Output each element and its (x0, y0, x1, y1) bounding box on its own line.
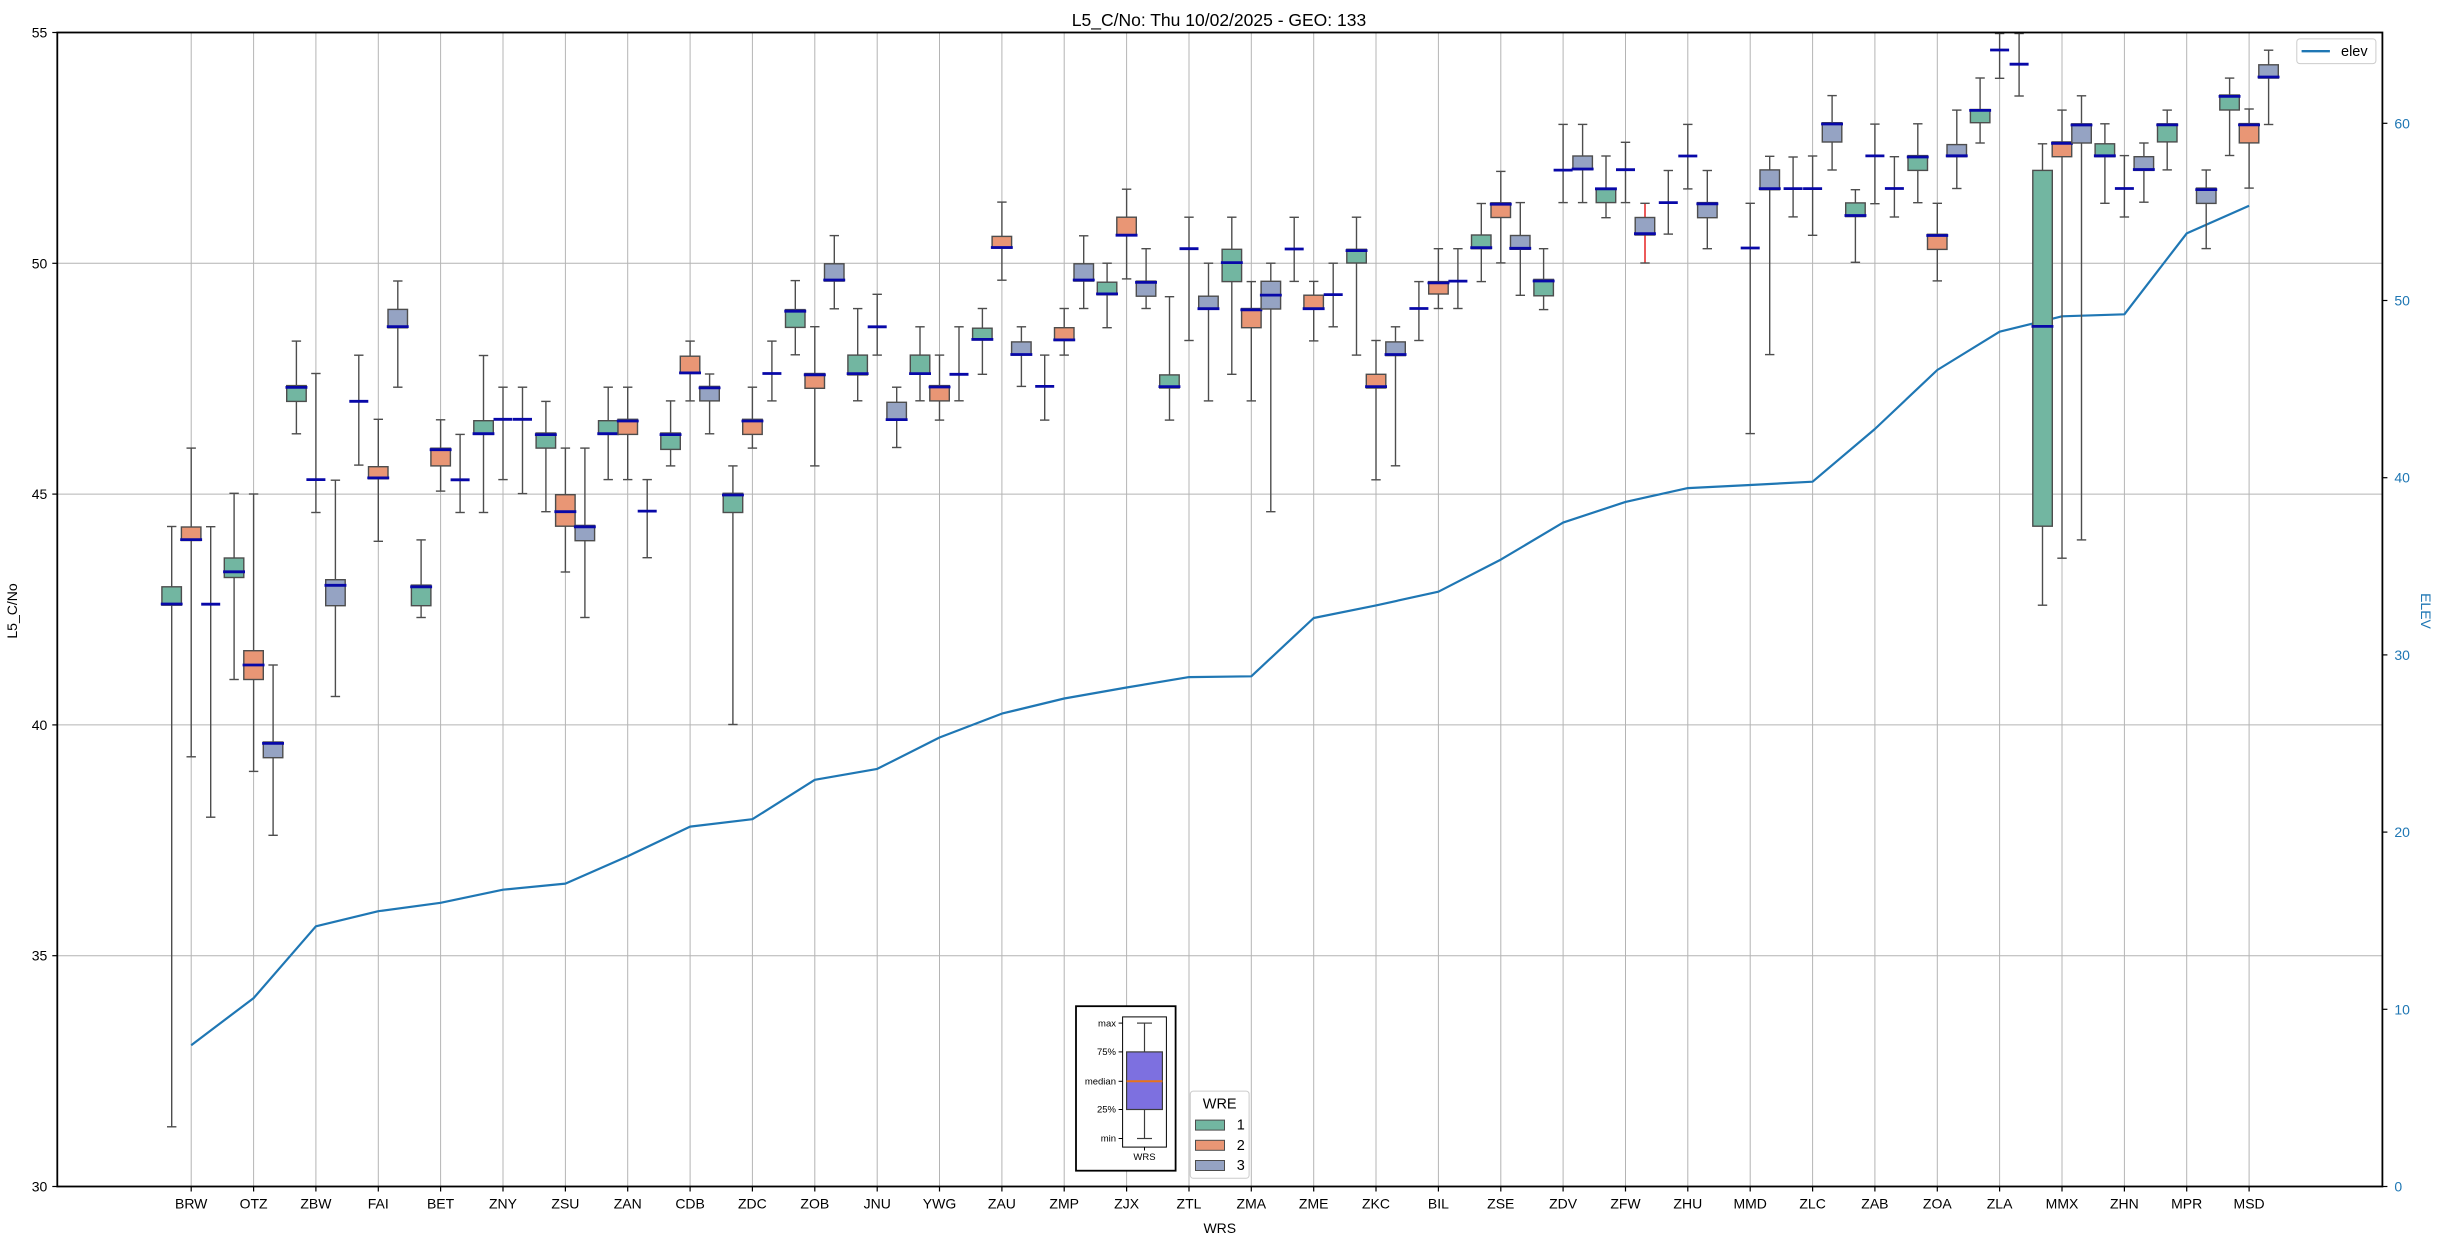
svg-text:ZOB: ZOB (800, 1196, 829, 1212)
svg-text:max: max (1098, 1018, 1116, 1029)
svg-text:ZAB: ZAB (1861, 1196, 1888, 1212)
svg-text:MPR: MPR (2171, 1196, 2202, 1212)
svg-text:35: 35 (32, 948, 48, 964)
svg-text:50: 50 (2394, 293, 2410, 309)
svg-text:30: 30 (2394, 647, 2410, 663)
svg-text:ZLA: ZLA (1987, 1196, 2013, 1212)
svg-text:ZNY: ZNY (489, 1196, 518, 1212)
svg-text:ZHU: ZHU (1673, 1196, 1702, 1212)
svg-text:JNU: JNU (864, 1196, 891, 1212)
svg-text:ZMA: ZMA (1237, 1196, 1267, 1212)
svg-text:ZHN: ZHN (2110, 1196, 2139, 1212)
svg-text:60: 60 (2394, 115, 2410, 131)
svg-text:ZOA: ZOA (1923, 1196, 1952, 1212)
svg-text:10: 10 (2394, 1001, 2410, 1017)
svg-text:WRE: WRE (1203, 1097, 1237, 1113)
svg-text:CDB: CDB (675, 1196, 705, 1212)
svg-text:BRW: BRW (175, 1196, 208, 1212)
svg-text:BET: BET (427, 1196, 455, 1212)
svg-text:2: 2 (1237, 1138, 1245, 1154)
svg-text:ELEV: ELEV (2418, 593, 2434, 629)
svg-text:FAI: FAI (368, 1196, 389, 1212)
svg-text:ZDV: ZDV (1549, 1196, 1578, 1212)
svg-text:0: 0 (2394, 1179, 2402, 1195)
svg-text:median: median (1085, 1077, 1116, 1088)
svg-text:L5_C/No: Thu 10/02/2025 - GEO:: L5_C/No: Thu 10/02/2025 - GEO: 133 (1072, 10, 1366, 31)
svg-text:MMD: MMD (1733, 1196, 1766, 1212)
svg-text:ZMP: ZMP (1049, 1196, 1079, 1212)
svg-text:WRS: WRS (1203, 1220, 1236, 1236)
svg-text:min: min (1101, 1134, 1116, 1145)
svg-text:45: 45 (32, 486, 48, 502)
svg-text:40: 40 (2394, 470, 2410, 486)
svg-text:MSD: MSD (2234, 1196, 2265, 1212)
svg-text:ZFW: ZFW (1610, 1196, 1641, 1212)
svg-text:ZJX: ZJX (1114, 1196, 1140, 1212)
svg-text:25%: 25% (1097, 1105, 1117, 1116)
svg-text:ZSE: ZSE (1487, 1196, 1514, 1212)
svg-text:YWG: YWG (923, 1196, 956, 1212)
svg-text:ZLC: ZLC (1799, 1196, 1825, 1212)
svg-text:OTZ: OTZ (240, 1196, 268, 1212)
svg-text:WRS: WRS (1133, 1152, 1155, 1163)
svg-text:20: 20 (2394, 824, 2410, 840)
svg-text:50: 50 (32, 255, 48, 271)
svg-text:55: 55 (32, 25, 48, 41)
svg-text:L5_C/No: L5_C/No (4, 583, 20, 638)
svg-text:ZDC: ZDC (738, 1196, 767, 1212)
svg-text:3: 3 (1237, 1158, 1245, 1174)
svg-text:ZME: ZME (1299, 1196, 1329, 1212)
svg-text:MMX: MMX (2046, 1196, 2079, 1212)
svg-text:ZSU: ZSU (551, 1196, 579, 1212)
svg-text:elev: elev (2341, 44, 2368, 60)
svg-text:BIL: BIL (1428, 1196, 1449, 1212)
svg-text:1: 1 (1237, 1118, 1245, 1134)
svg-text:30: 30 (32, 1179, 48, 1195)
svg-text:ZAN: ZAN (614, 1196, 642, 1212)
svg-text:40: 40 (32, 717, 48, 733)
svg-text:ZTL: ZTL (1177, 1196, 1202, 1212)
svg-text:75%: 75% (1097, 1047, 1117, 1058)
svg-text:ZAU: ZAU (988, 1196, 1016, 1212)
svg-text:ZKC: ZKC (1362, 1196, 1390, 1212)
svg-text:ZBW: ZBW (300, 1196, 332, 1212)
